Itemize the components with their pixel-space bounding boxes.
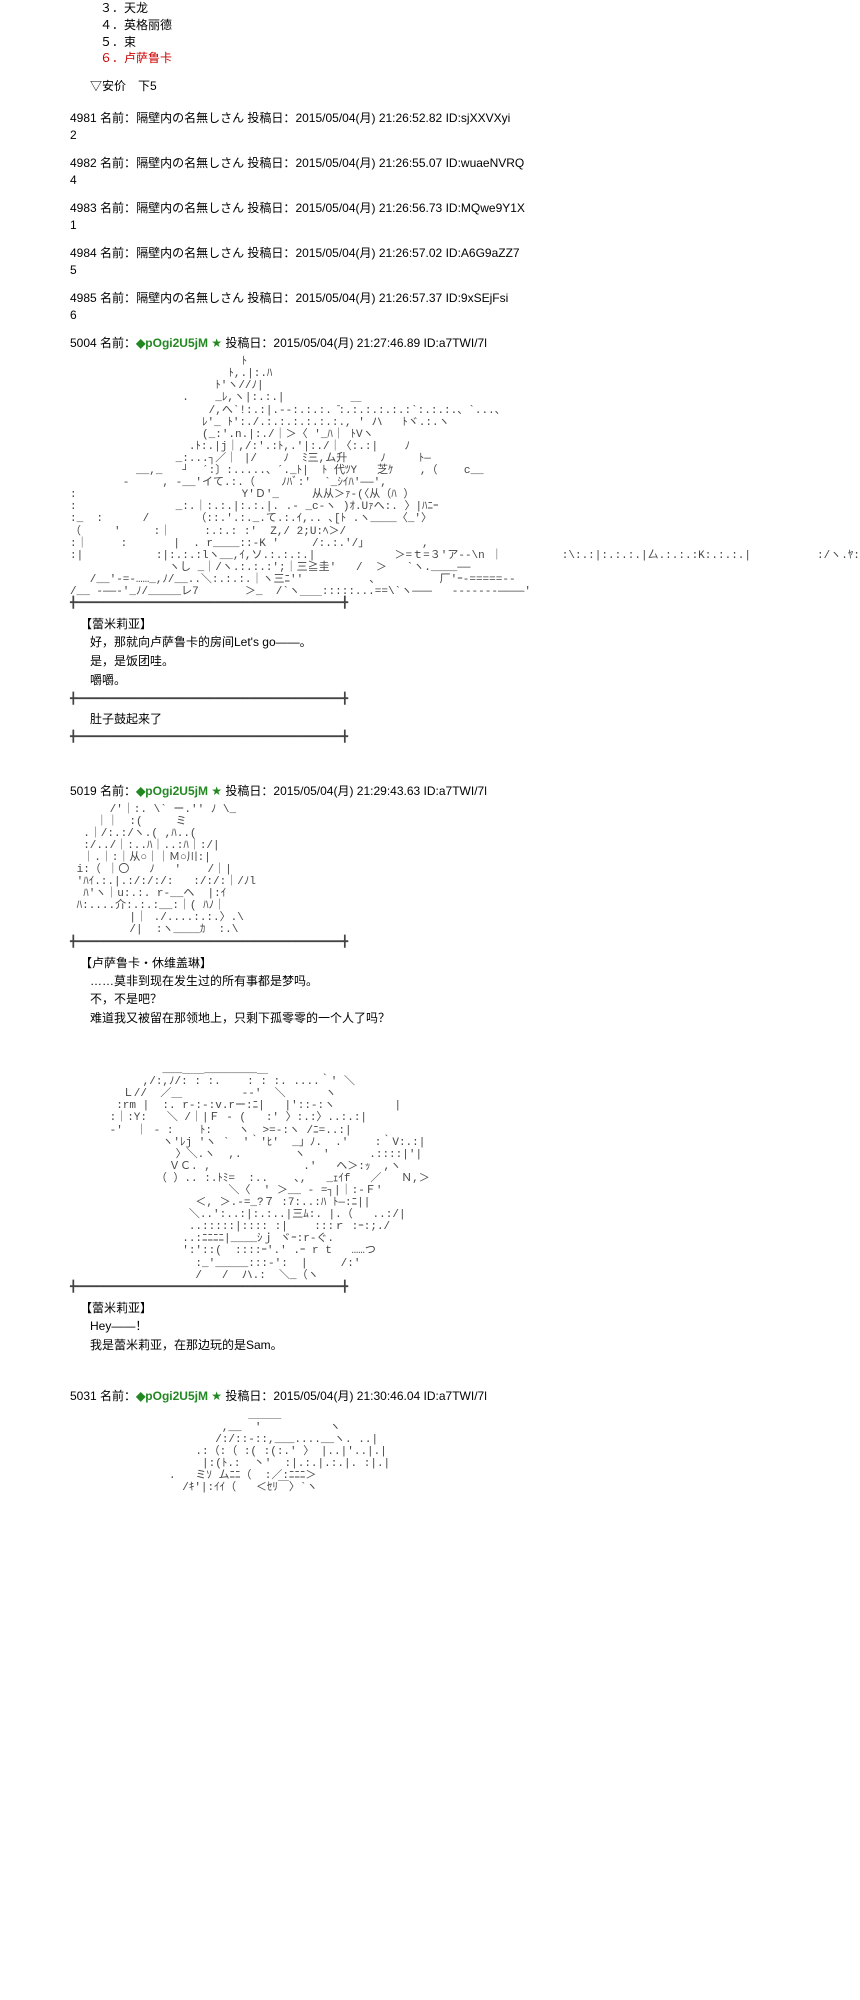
date-label: 投稿日：	[247, 156, 295, 170]
date-label: 投稿日：	[225, 1389, 273, 1403]
trip-name: ◆pOgi2U5jM	[136, 336, 211, 350]
post-date: 2015/05/04(月) 21:26:57.37	[295, 291, 442, 305]
dialogue-line: 是，是饭团哇。	[90, 653, 790, 670]
option-item-highlighted: ６．卢萨鲁卡	[100, 50, 790, 67]
speaker-name: 【卢萨鲁卡・休维盖琳】	[80, 954, 790, 971]
date-label: 投稿日：	[225, 784, 273, 798]
post-number: 4981	[70, 111, 97, 125]
post-date: 2015/05/04(月) 21:26:56.73	[295, 201, 442, 215]
option-item: ４．英格丽德	[100, 17, 790, 34]
post-header: 5004 名前：◆pOgi2U5jM ★ 投稿日：2015/05/04(月) 2…	[70, 334, 790, 351]
post-number: 5031	[70, 1389, 97, 1403]
ascii-art: /'｜:. \` ー.'' ﾉ \_ ｜｜ :( ミ .｜/:.:/ヽ.( ,ﾊ…	[70, 804, 790, 949]
dialogue-line: 不，不是吧？	[90, 991, 790, 1008]
post-number: 4984	[70, 246, 97, 260]
post-body: 6	[70, 308, 790, 322]
name-label: 名前：	[100, 784, 136, 798]
post-header: 4982 名前：隔壁内の名無しさん 投稿日：2015/05/04(月) 21:2…	[70, 154, 790, 171]
post-body: 5	[70, 263, 790, 277]
name-label: 名前：	[100, 1389, 136, 1403]
ascii-art: ﾄ ﾄ,.|:.ﾊ ﾄ'ヽ//ﾉ| . _ﾚ,ヽ|:.:.| ＿ /,へ`!:.…	[70, 356, 790, 610]
star-icon: ★	[211, 336, 222, 350]
post-id: ID:wuaeNVRQ	[446, 156, 525, 170]
dialogue-line: 好，那就向卢萨鲁卡的房间Let's go——。	[90, 634, 790, 651]
dialogue-line: 嚼嚼。	[90, 672, 790, 689]
divider: ╋━━━━━━━━━━━━━━━━━━━━━━━━━━━━━━━━━━━━━━━…	[70, 694, 790, 706]
date-label: 投稿日：	[247, 111, 295, 125]
poster-name: 隔壁内の名無しさん	[136, 111, 244, 125]
post-id: ID:MQwe9Y1X	[446, 201, 525, 215]
ascii-art: ＿＿＿ ,__ ' ヽ /:/::-::,___....__ヽ. ..| .:（…	[70, 1409, 790, 1494]
post-number: 4983	[70, 201, 97, 215]
post-header: 4983 名前：隔壁内の名無しさん 投稿日：2015/05/04(月) 21:2…	[70, 199, 790, 216]
post-id: ID:sjXXVXyi	[446, 111, 511, 125]
post-header: 4984 名前：隔壁内の名無しさん 投稿日：2015/05/04(月) 21:2…	[70, 244, 790, 261]
divider: ╋━━━━━━━━━━━━━━━━━━━━━━━━━━━━━━━━━━━━━━━…	[70, 732, 790, 744]
dialogue-line: Hey——！	[90, 1318, 790, 1335]
post-id: ID:a7TWI/7l	[424, 784, 487, 798]
date-label: 投稿日：	[247, 201, 295, 215]
post-number: 5019	[70, 784, 97, 798]
post-date: 2015/05/04(月) 21:26:57.02	[295, 246, 442, 260]
date-label: 投稿日：	[247, 246, 295, 260]
option-list: ３．天龙 ４．英格丽德 ５．束 ６．卢萨鲁卡	[100, 0, 790, 67]
star-icon: ★	[211, 784, 222, 798]
post-date: 2015/05/04(月) 21:26:52.82	[295, 111, 442, 125]
date-label: 投稿日：	[225, 336, 273, 350]
post-date: 2015/05/04(月) 21:29:43.63	[273, 784, 420, 798]
date-label: 投稿日：	[247, 291, 295, 305]
post-body: 4	[70, 173, 790, 187]
poster-name: 隔壁内の名無しさん	[136, 246, 244, 260]
trip-name: ◆pOgi2U5jM	[136, 784, 211, 798]
post-number: 4985	[70, 291, 97, 305]
name-label: 名前：	[100, 156, 136, 170]
post-date: 2015/05/04(月) 21:26:55.07	[295, 156, 442, 170]
name-label: 名前：	[100, 246, 136, 260]
ascii-art: ___＿＿________＿ ,/:,ﾉ/: : :. : : :. ....｀…	[70, 1064, 790, 1294]
post-body: 2	[70, 128, 790, 142]
poster-name: 隔壁内の名無しさん	[136, 156, 244, 170]
post-id: ID:9xSEjFsi	[446, 291, 509, 305]
post-header: 4981 名前：隔壁内の名無しさん 投稿日：2015/05/04(月) 21:2…	[70, 109, 790, 126]
poster-name: 隔壁内の名無しさん	[136, 201, 244, 215]
speaker-name: 【蕾米莉亚】	[80, 615, 790, 632]
dialogue-line: ……莫非到现在发生过的所有事都是梦吗。	[90, 973, 790, 990]
post-id: ID:A6G9aZZ7	[446, 246, 520, 260]
post-header: 4985 名前：隔壁内の名無しさん 投稿日：2015/05/04(月) 21:2…	[70, 289, 790, 306]
anka-text: ▽安价 下5	[90, 77, 790, 94]
trip-name: ◆pOgi2U5jM	[136, 1389, 211, 1403]
post-header: 5031 名前：◆pOgi2U5jM ★ 投稿日：2015/05/04(月) 2…	[70, 1387, 790, 1404]
dialogue-line: 难道我又被留在那领地上，只剩下孤零零的一个人了吗？	[90, 1010, 790, 1027]
post-date: 2015/05/04(月) 21:30:46.04	[273, 1389, 420, 1403]
post-number: 4982	[70, 156, 97, 170]
post-id: ID:a7TWI/7l	[424, 1389, 487, 1403]
post-id: ID:a7TWI/7l	[424, 336, 487, 350]
option-item: ３．天龙	[100, 0, 790, 17]
poster-name: 隔壁内の名無しさん	[136, 291, 244, 305]
option-item: ５．束	[100, 34, 790, 51]
narration-text: 肚子鼓起来了	[90, 711, 790, 728]
speaker-name: 【蕾米莉亚】	[80, 1299, 790, 1316]
star-icon: ★	[211, 1389, 222, 1403]
name-label: 名前：	[100, 201, 136, 215]
name-label: 名前：	[100, 291, 136, 305]
post-date: 2015/05/04(月) 21:27:46.89	[273, 336, 420, 350]
dialogue-line: 我是蕾米莉亚，在那边玩的是Sam。	[90, 1337, 790, 1354]
name-label: 名前：	[100, 111, 136, 125]
post-body: 1	[70, 218, 790, 232]
post-header: 5019 名前：◆pOgi2U5jM ★ 投稿日：2015/05/04(月) 2…	[70, 782, 790, 799]
name-label: 名前：	[100, 336, 136, 350]
post-number: 5004	[70, 336, 97, 350]
